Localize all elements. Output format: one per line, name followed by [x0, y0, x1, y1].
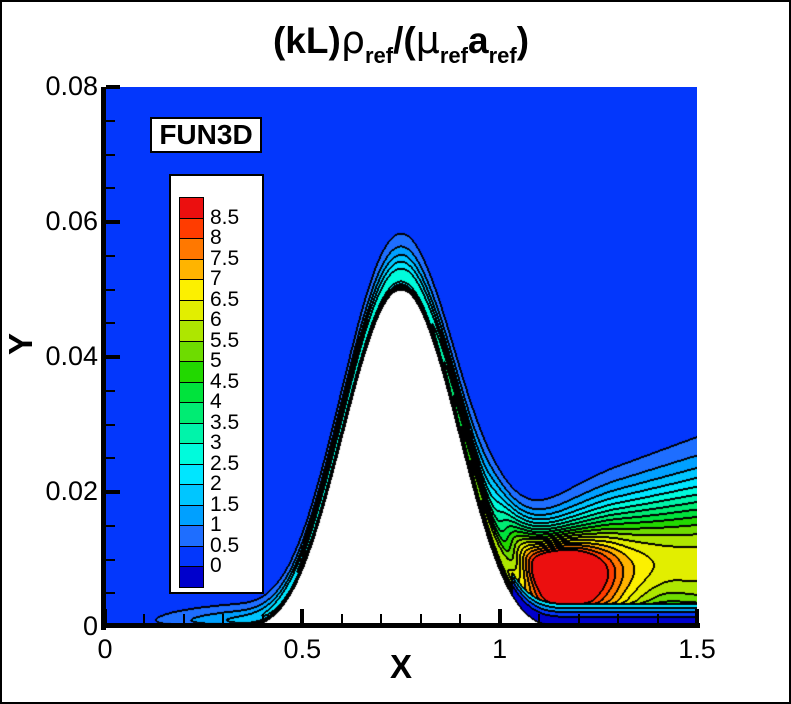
legend-color-swatch — [179, 299, 204, 321]
x-axis-line — [101, 623, 700, 628]
legend-level-label: 8 — [210, 226, 222, 249]
legend-color-swatch — [179, 320, 204, 342]
y-tick-label: 0.08 — [45, 71, 98, 101]
y-axis-title: Y — [2, 333, 39, 356]
legend-level-label: 4.5 — [210, 369, 240, 393]
legend-level-label: 2 — [210, 472, 222, 495]
legend-level-label: 7 — [210, 267, 222, 290]
legend-color-swatch — [179, 340, 204, 362]
x-axis-title: X — [389, 648, 412, 685]
dataset-label: FUN3D — [159, 119, 253, 150]
title-rho-symbol: ρ — [340, 18, 365, 62]
legend-color-swatch — [179, 381, 204, 403]
legend-level-label: 3 — [210, 431, 222, 454]
y-tick-label: 0.02 — [45, 476, 98, 506]
legend-level-label: 7.5 — [210, 246, 240, 270]
dataset-label-box: FUN3D — [150, 117, 262, 153]
legend-color-swatch — [179, 217, 204, 239]
legend-level-label: 6.5 — [210, 287, 240, 311]
title-a: a — [467, 20, 489, 61]
legend-color-swatch — [179, 361, 204, 383]
y-tick-label: 0.06 — [45, 206, 98, 236]
y-axis-line — [101, 87, 106, 630]
title-mu-symbol: μ — [415, 18, 440, 62]
legend-color-swatch — [179, 402, 204, 424]
legend-color-swatch — [179, 197, 204, 219]
contour-legend: 8.5 8 7.5 7 6.5 6 5.5 5 4.5 4 3.5 3 2.5 2 1.5 1 0.5 0 — [169, 174, 264, 594]
legend-level-label: 4 — [210, 390, 222, 413]
legend-level-label: 6 — [210, 308, 222, 331]
y-tick-label: 0 — [82, 611, 98, 641]
legend-color-swatch — [179, 258, 204, 280]
legend-color-swatch — [179, 238, 204, 260]
title-sub-ref-1: ref — [364, 43, 394, 68]
legend-level-label: 5.5 — [210, 328, 240, 352]
legend-level-label: 1 — [210, 513, 222, 536]
legend-color-swatch — [179, 504, 204, 526]
title-sub-ref-2: ref — [439, 43, 468, 68]
legend-level-label: 8.5 — [210, 205, 240, 229]
legend-level-label: 5 — [210, 349, 222, 372]
legend-level-label: 0.5 — [210, 533, 240, 557]
title-divider: /( — [393, 20, 416, 61]
legend-color-swatch — [179, 443, 204, 465]
legend-level-label: 3.5 — [210, 410, 240, 434]
legend-level-label: 1.5 — [210, 492, 240, 516]
legend-color-swatch — [179, 279, 204, 301]
legend-color-swatch — [179, 484, 204, 506]
legend-color-swatch — [179, 525, 204, 547]
legend-level-label: 2.5 — [210, 451, 240, 475]
title-kL: (kL) — [272, 20, 341, 61]
legend-color-swatch — [179, 463, 204, 485]
plot-title: (kL)ρref/(μrefaref) — [105, 18, 697, 67]
legend-level-label: 0 — [210, 554, 222, 577]
legend-color-swatch — [179, 566, 204, 588]
title-close-paren: ) — [516, 20, 530, 61]
legend-color-swatch — [179, 545, 204, 567]
title-sub-ref-3: ref — [488, 43, 517, 68]
legend-color-swatch — [179, 422, 204, 444]
